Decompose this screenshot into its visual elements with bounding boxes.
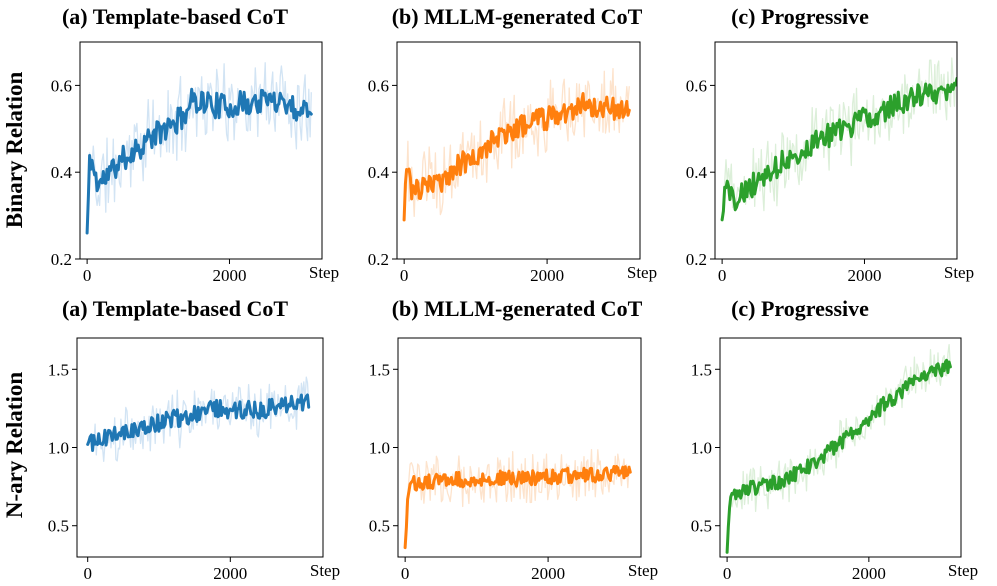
raw-series-line (404, 448, 631, 548)
panels: 0 2000 0.2 0.4 0.6 Step (a) Template-based CoT… (48, 4, 978, 583)
x-axis-label: Step (310, 561, 340, 580)
y-tick-label: 1.5 (369, 360, 390, 379)
y-tick-label: 0.4 (686, 163, 708, 182)
axes-frame (714, 41, 958, 260)
x-tick-label: 0 (83, 564, 92, 583)
x-tick-label: 0 (401, 564, 410, 583)
x-axis-label: Step (944, 263, 974, 282)
plot-area (725, 343, 952, 554)
y-tick-label: 0.5 (48, 517, 69, 536)
panel-title: (a) Template-based CoT (62, 296, 288, 321)
y-tick-label: 0.6 (51, 76, 72, 95)
panel-title: (b) MLLM-generated CoT (392, 4, 643, 29)
plot-area (86, 376, 311, 462)
raw-series-line (86, 62, 312, 234)
x-tick-label: 2000 (852, 564, 886, 583)
y-tick-label: 0.2 (686, 250, 707, 269)
y-tick-label: 1.0 (48, 439, 69, 458)
x-tick-label: 0 (400, 266, 409, 285)
y-tick-label: 0.4 (368, 163, 390, 182)
y-tick-label: 1.0 (691, 439, 712, 458)
y-tick-label: 0.6 (368, 76, 389, 95)
smoothed-series-line (725, 358, 952, 554)
row-label-nary: N-ary Relation (2, 372, 27, 518)
axes-frame (79, 41, 323, 260)
x-tick-label: 0 (83, 266, 92, 285)
panel-3: 0 2000 0.2 0.4 0.6 Step (c) Progressive (686, 4, 974, 285)
y-tick-label: 0.5 (369, 517, 390, 536)
plot-area (403, 448, 632, 550)
row-label-binary: Binary Relation (2, 72, 27, 229)
x-tick-label: 2000 (212, 266, 246, 285)
panel-title: (a) Template-based CoT (62, 4, 288, 29)
x-tick-label: 2000 (530, 266, 564, 285)
x-tick-label: 2000 (847, 266, 881, 285)
panel-title: (c) Progressive (731, 4, 869, 29)
raw-series-line (403, 67, 630, 220)
smoothed-series-line (85, 87, 313, 235)
panel-4: 0 2000 0.5 1.0 1.5 Step (a) Template-based CoT (48, 296, 340, 583)
axes-frame (397, 337, 642, 558)
plot-area (720, 57, 957, 222)
y-tick-label: 0.4 (51, 163, 73, 182)
x-axis-label: Step (627, 263, 657, 282)
panel-title: (b) MLLM-generated CoT (392, 296, 643, 321)
plot-area (402, 67, 631, 222)
panel-2: 0 2000 0.2 0.4 0.6 Step (b) MLLM-generated CoT (368, 4, 657, 285)
x-tick-label: 0 (723, 564, 732, 583)
panel-title: (c) Progressive (731, 296, 869, 321)
panel-6: 0 2000 0.5 1.0 1.5 Step (c) Progressive (691, 296, 978, 583)
panel-5: 0 2000 0.5 1.0 1.5 Step (b) MLLM-generated CoT (369, 296, 658, 583)
y-tick-label: 0.2 (51, 250, 72, 269)
x-axis-label: Step (948, 561, 978, 580)
smoothed-series-line (720, 76, 957, 222)
smoothed-series-line (403, 465, 632, 550)
y-tick-label: 0.6 (686, 76, 707, 95)
x-axis-label: Step (628, 561, 658, 580)
y-tick-label: 1.5 (691, 360, 712, 379)
raw-series-line (726, 343, 952, 553)
y-tick-label: 0.5 (691, 517, 712, 536)
x-axis-label: Step (309, 263, 339, 282)
y-tick-label: 1.0 (369, 439, 390, 458)
panel-1: 0 2000 0.2 0.4 0.6 Step (a) Template-based CoT (51, 4, 339, 285)
x-tick-label: 2000 (213, 564, 247, 583)
axes-frame (396, 41, 641, 260)
x-tick-label: 0 (718, 266, 727, 285)
smoothed-series-line (86, 393, 311, 452)
plot-area (85, 62, 313, 235)
smoothed-series-line (402, 92, 631, 222)
x-tick-label: 2000 (531, 564, 565, 583)
axes-frame (76, 337, 324, 558)
y-tick-label: 0.2 (368, 250, 389, 269)
y-tick-label: 1.5 (48, 360, 69, 379)
